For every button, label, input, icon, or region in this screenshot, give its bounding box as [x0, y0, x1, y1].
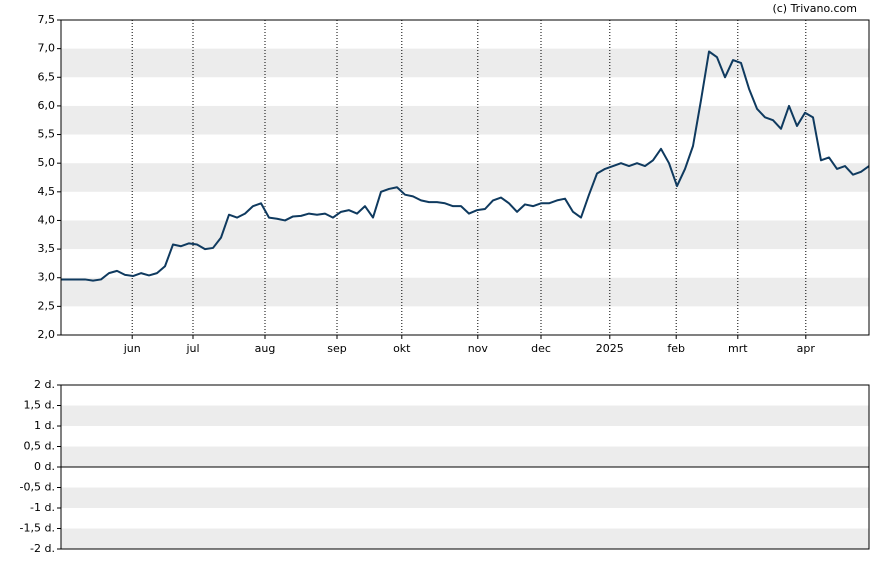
- y-tick-label: 3,5: [38, 242, 56, 255]
- y-tick-label: 0 d.: [34, 460, 55, 473]
- watermark: (c) Trivano.com: [772, 2, 857, 15]
- y-tick-label: -2 d.: [30, 542, 55, 555]
- y-tick-label: 7,5: [38, 13, 56, 26]
- y-tick-label: 4,5: [38, 185, 56, 198]
- x-tick-label: 2025: [596, 342, 624, 355]
- grid-band: [61, 405, 869, 426]
- y-tick-label: 2,0: [38, 328, 56, 341]
- y-tick-label: -0,5 d.: [20, 481, 55, 494]
- y-tick-label: -1,5 d.: [20, 522, 55, 535]
- grid-band: [61, 163, 869, 192]
- y-tick-label: 4,0: [38, 213, 56, 226]
- y-tick-label: 0,5 d.: [24, 440, 55, 453]
- grid-band: [61, 105, 869, 135]
- y-tick-label: 5,5: [38, 128, 56, 141]
- y-tick-label: 1,5 d.: [24, 399, 55, 412]
- x-tick-label: dec: [531, 342, 551, 355]
- x-tick-label: apr: [797, 342, 816, 355]
- x-tick-label: jun: [123, 342, 141, 355]
- price-line: [61, 50, 870, 282]
- x-tick-label: mrt: [728, 342, 748, 355]
- x-tick-label: nov: [468, 342, 489, 355]
- x-tick-label: sep: [327, 342, 346, 355]
- plot-frame: [60, 384, 870, 550]
- x-tick-label: jul: [185, 342, 199, 355]
- grid-band: [61, 48, 869, 78]
- x-tick-label: okt: [393, 342, 411, 355]
- y-tick-label: 5,0: [38, 156, 56, 169]
- y-tick-label: -1 d.: [30, 501, 55, 514]
- y-tick-label: 6,5: [38, 70, 56, 83]
- x-tick-label: feb: [667, 342, 685, 355]
- grid-band: [61, 446, 869, 467]
- y-tick-label: 2,5: [38, 299, 56, 312]
- grid-band: [61, 528, 869, 549]
- x-tick-label: aug: [255, 342, 276, 355]
- y-tick-label: 6,0: [38, 99, 56, 112]
- grid-band: [61, 487, 869, 508]
- grid-band: [61, 277, 869, 307]
- y-tick-label: 7,0: [38, 42, 56, 55]
- y-tick-label: 2 d.: [34, 378, 55, 391]
- plot-frame: [60, 19, 870, 336]
- y-tick-label: 1 d.: [34, 419, 55, 432]
- y-tick-label: 3,0: [38, 271, 56, 284]
